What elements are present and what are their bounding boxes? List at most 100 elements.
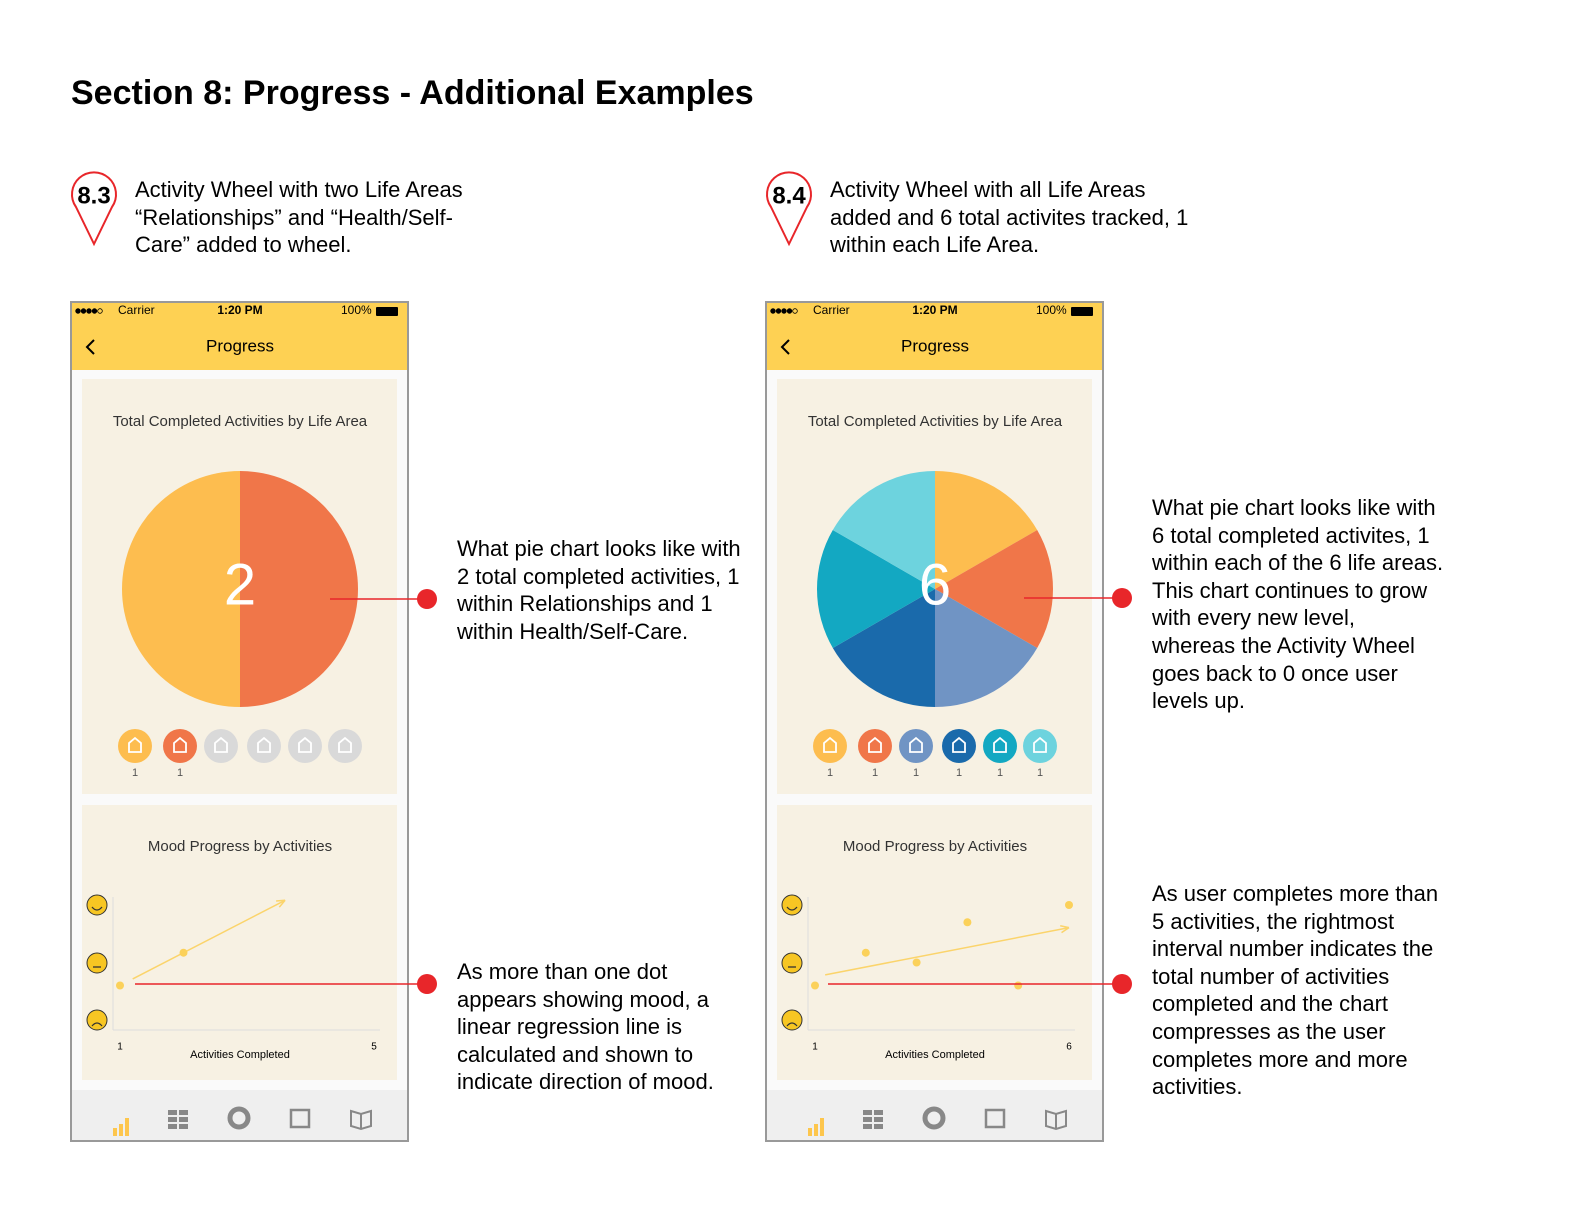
- signal-dot: [97, 308, 103, 314]
- mood-dot: [861, 948, 870, 957]
- callout-dot: [1112, 588, 1132, 608]
- pie-slice: [935, 530, 1053, 648]
- mood-dot: [1065, 901, 1073, 909]
- icon-glyph: [952, 736, 966, 753]
- battery-text: 100%: [341, 303, 372, 317]
- pie-slice: [832, 589, 935, 707]
- life-area-icon[interactable]: [813, 729, 847, 763]
- page-title: Section 8: Progress - Additional Example…: [71, 74, 754, 112]
- battery-icon: [1071, 307, 1093, 316]
- tab-icon-bar: [814, 1124, 818, 1136]
- mood-dot: [963, 918, 972, 927]
- tab-icon-grid: [179, 1117, 188, 1122]
- mood-face: [86, 894, 108, 916]
- pie-slice: [240, 471, 358, 707]
- callout-dot: [1112, 974, 1132, 994]
- callout-dot: [417, 589, 437, 609]
- life-area-icon[interactable]: [288, 729, 322, 763]
- icon-glyph: [338, 736, 352, 753]
- signal-dot: [80, 308, 87, 314]
- pie-slice: [122, 471, 240, 707]
- life-area-icon[interactable]: [204, 729, 238, 763]
- life-area-count: 1: [177, 767, 183, 779]
- tab-icon-wheel: [227, 1106, 251, 1130]
- life-area-icon[interactable]: [858, 729, 892, 763]
- icon-glyph: [173, 736, 187, 753]
- life-area-icon[interactable]: [247, 729, 281, 763]
- mood-face: [86, 952, 108, 974]
- battery-text: 100%: [1036, 303, 1067, 317]
- tab-icon-bar: [113, 1128, 117, 1136]
- x-start-label: 1: [117, 1042, 123, 1053]
- annotation: As more than one dot appears showing moo…: [457, 959, 714, 1095]
- tab-icon-grid: [179, 1110, 188, 1115]
- mood-dot: [811, 981, 819, 990]
- badge-label: 8.3: [77, 182, 110, 209]
- tab-icon-grid: [874, 1124, 883, 1129]
- annotation: As user completes more than 5 activities…: [1152, 881, 1439, 1100]
- icon-glyph: [128, 736, 142, 753]
- back-chevron: [780, 339, 790, 355]
- pie-total: 2: [224, 552, 256, 617]
- tab-icon-grid: [874, 1117, 883, 1122]
- nav-bar: [767, 303, 1102, 370]
- life-area-icon[interactable]: [942, 729, 976, 763]
- mood-dot: [912, 958, 921, 967]
- signal-dot: [91, 308, 98, 314]
- tab-icon-grid: [863, 1124, 872, 1129]
- life-area-icon[interactable]: [328, 729, 362, 763]
- mood-card: [82, 805, 397, 1080]
- life-area-icon[interactable]: [899, 729, 933, 763]
- mood-dot: [116, 981, 124, 990]
- life-area-count: 1: [1037, 767, 1043, 779]
- battery-icon: [376, 307, 398, 316]
- tab-icon-grid: [168, 1124, 177, 1129]
- regression-arrow: [1060, 925, 1070, 934]
- icon-glyph: [868, 736, 882, 753]
- mood-card: [777, 805, 1092, 1080]
- badge-label: 8.4: [772, 182, 806, 209]
- life-area-icon[interactable]: [118, 729, 152, 763]
- tab-icon-book: [350, 1109, 372, 1131]
- life-area-icon[interactable]: [1023, 729, 1057, 763]
- status-time: 1:20 PM: [217, 303, 262, 317]
- regression-line: [132, 899, 286, 980]
- pie-slice: [935, 589, 1038, 707]
- carrier: Carrier: [118, 303, 155, 317]
- header-title: Progress: [901, 336, 969, 355]
- tab-icon-bar: [119, 1124, 123, 1136]
- tab-icon-grid: [168, 1110, 177, 1115]
- signal-dot: [770, 308, 776, 314]
- mood-mouth: [91, 906, 103, 911]
- tab-icon-wheel: [922, 1106, 946, 1130]
- mood-face: [781, 1009, 803, 1031]
- mood-face: [86, 1009, 108, 1031]
- mood-mouth: [91, 1022, 103, 1027]
- icon-glyph: [823, 736, 837, 753]
- status-time: 1:20 PM: [912, 303, 957, 317]
- description: Activity Wheel with all Life Areas added…: [830, 177, 1189, 258]
- pie-card-title: Total Completed Activities by Life Area: [113, 413, 368, 430]
- pie-card-title: Total Completed Activities by Life Area: [808, 413, 1063, 430]
- pie-total: 6: [919, 552, 951, 617]
- tab-icon-bar: [808, 1128, 812, 1136]
- pie-slice: [935, 471, 1038, 589]
- life-area-icon[interactable]: [163, 729, 197, 763]
- annotation: What pie chart looks like with 2 total c…: [457, 536, 741, 644]
- x-end-label: 5: [371, 1042, 377, 1053]
- x-start-label: 1: [812, 1042, 818, 1053]
- carrier: Carrier: [813, 303, 850, 317]
- signal-dot: [775, 308, 782, 314]
- mood-card-title: Mood Progress by Activities: [843, 838, 1027, 855]
- signal-dot: [786, 308, 793, 314]
- x-axis-label: Activities Completed: [885, 1049, 985, 1061]
- signal-dot: [781, 308, 787, 314]
- badge-pin: [766, 171, 812, 247]
- tab-icon-bar: [820, 1118, 824, 1136]
- callout-dot: [417, 974, 437, 994]
- nav-bar: [72, 303, 407, 370]
- mood-dot: [179, 948, 188, 957]
- life-area-count: 1: [827, 767, 833, 779]
- life-area-icon[interactable]: [983, 729, 1017, 763]
